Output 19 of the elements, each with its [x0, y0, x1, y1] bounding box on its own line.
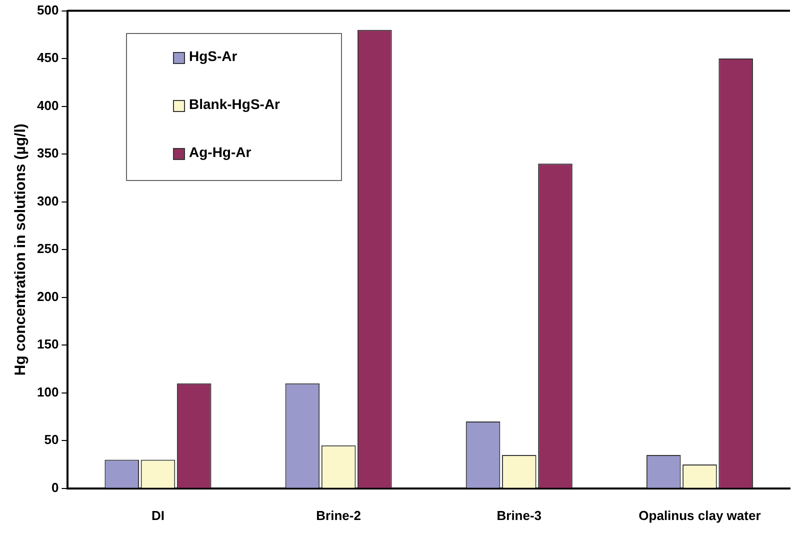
x-tick-label: Brine-2 [316, 508, 361, 523]
y-tick-label: 250 [36, 241, 59, 256]
y-tick-label: 450 [36, 50, 59, 66]
y-tick-label: 50 [44, 432, 59, 448]
y-tick-label: 100 [36, 384, 59, 400]
y-axis-title: Hg concentration in solutions (µg/l) [12, 124, 30, 376]
y-tick-label: 300 [36, 193, 59, 208]
legend-label: Blank-HgS-Ar [189, 96, 280, 112]
legend-label: HgS-Ar [189, 48, 238, 64]
x-tick-label: DI [151, 508, 164, 523]
y-tick-label: 400 [36, 98, 59, 113]
y-tick-label: 500 [36, 2, 59, 18]
legend-label: Ag-Hg-Ar [189, 144, 252, 160]
y-tick-label: 200 [36, 288, 59, 304]
y-tick-label: 150 [36, 336, 59, 352]
y-tick-label: 0 [51, 480, 59, 495]
x-tick-label: Opalinus clay water [638, 508, 761, 523]
y-tick-label: 350 [36, 146, 59, 161]
x-tick-label: Brine-3 [496, 508, 542, 523]
